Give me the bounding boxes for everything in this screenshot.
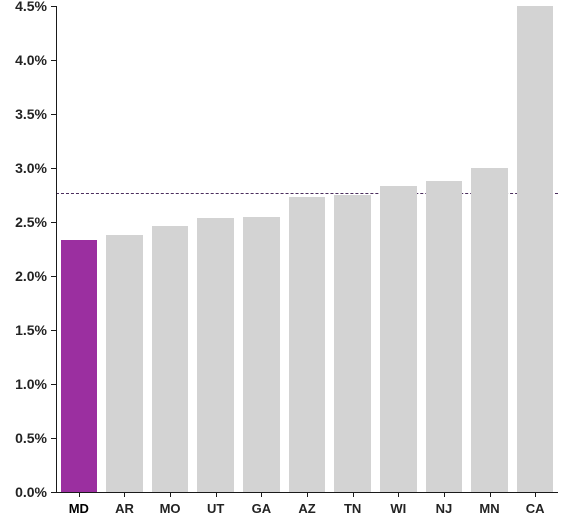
y-tick-label: 1.0% [15,376,47,392]
bar-chart: 0.0% 0.5% 1.0% 1.5% 2.0% 2.5% 3.0% 3.5% 4.0% 4.5%… [0,0,574,528]
x-tick [535,492,536,497]
y-tick [51,492,56,493]
x-tick-label-AR: AR [115,501,134,516]
y-tick [51,384,56,385]
bar-MN [471,168,508,492]
y-tick [51,60,56,61]
bar-CA [517,6,554,492]
bar-GA [243,217,280,492]
x-tick [353,492,354,497]
bar-TN [334,195,371,492]
x-tick-label-WI: WI [390,501,406,516]
y-tick [51,168,56,169]
y-tick-label: 4.0% [15,52,47,68]
x-tick-label-TN: TN [344,501,361,516]
bar-MD [61,240,98,492]
bar-AR [106,235,143,492]
x-tick-label-GA: GA [252,501,272,516]
x-tick [444,492,445,497]
y-tick [51,222,56,223]
x-tick-label-CA: CA [526,501,545,516]
y-tick [51,114,56,115]
x-tick-label-NJ: NJ [436,501,453,516]
y-tick [51,330,56,331]
y-tick-label: 2.0% [15,268,47,284]
y-tick-label: 2.5% [15,214,47,230]
x-tick [398,492,399,497]
bar-NJ [426,181,463,492]
x-tick [490,492,491,497]
x-tick [261,492,262,497]
x-tick-label-MN: MN [479,501,499,516]
x-tick [307,492,308,497]
y-tick-label: 3.5% [15,106,47,122]
x-tick [216,492,217,497]
x-tick [124,492,125,497]
x-tick-label-MD: MD [69,501,89,516]
y-tick-label: 3.0% [15,160,47,176]
x-tick [170,492,171,497]
y-tick-label: 1.5% [15,322,47,338]
bar-UT [197,218,234,492]
bar-AZ [289,197,326,492]
x-tick-label-AZ: AZ [298,501,315,516]
y-tick [51,276,56,277]
y-tick-label: 4.5% [15,0,47,14]
y-tick [51,438,56,439]
bar-MO [152,226,189,492]
x-tick-label-MO: MO [160,501,181,516]
bar-WI [380,186,417,492]
y-tick-label: 0.0% [15,484,47,500]
y-axis-line [56,6,57,492]
y-tick-label: 0.5% [15,430,47,446]
y-tick [51,6,56,7]
x-tick-label-UT: UT [207,501,224,516]
plot-area [56,6,558,492]
x-tick [79,492,80,497]
